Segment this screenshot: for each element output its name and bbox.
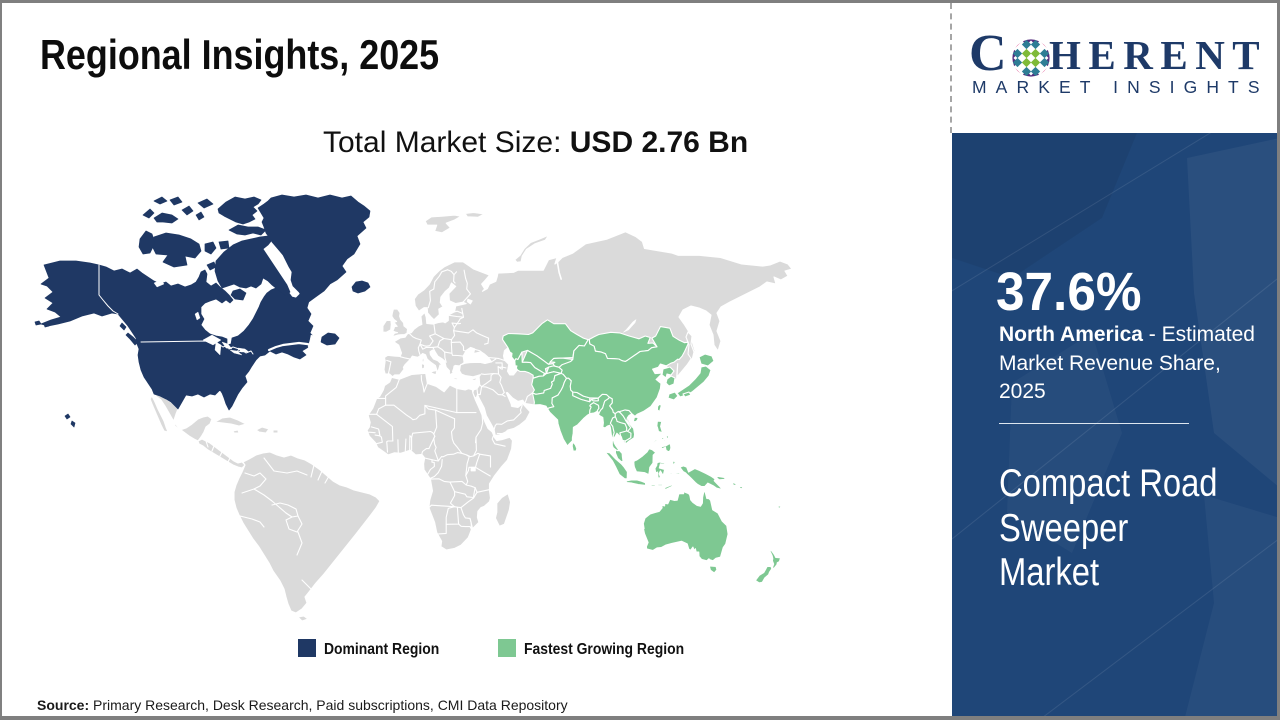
svg-text:C: C xyxy=(969,25,1007,82)
svg-text:MARKET INSIGHTS: MARKET INSIGHTS xyxy=(972,77,1269,97)
svg-text:HERENT: HERENT xyxy=(1049,32,1267,78)
